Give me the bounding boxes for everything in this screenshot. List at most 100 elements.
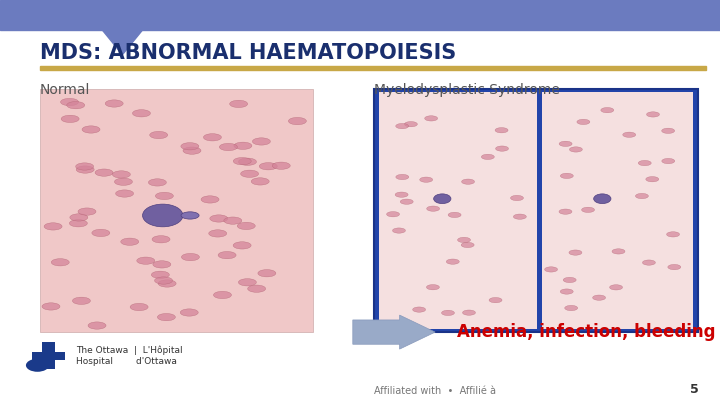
Ellipse shape xyxy=(289,117,307,125)
Text: MDS: ABNORMAL HAEMATOPOIESIS: MDS: ABNORMAL HAEMATOPOIESIS xyxy=(40,43,456,63)
Ellipse shape xyxy=(82,126,100,133)
Ellipse shape xyxy=(636,194,649,199)
Ellipse shape xyxy=(446,259,459,264)
Ellipse shape xyxy=(495,146,508,151)
Ellipse shape xyxy=(405,122,418,127)
Ellipse shape xyxy=(395,192,408,197)
Ellipse shape xyxy=(396,124,409,129)
Ellipse shape xyxy=(427,206,440,211)
Ellipse shape xyxy=(457,237,470,243)
Ellipse shape xyxy=(582,207,595,213)
Bar xyxy=(0,0,720,30)
Ellipse shape xyxy=(95,169,113,176)
Ellipse shape xyxy=(233,242,251,249)
Ellipse shape xyxy=(130,303,148,311)
Ellipse shape xyxy=(237,222,255,230)
Ellipse shape xyxy=(462,242,474,247)
Circle shape xyxy=(594,194,611,204)
Ellipse shape xyxy=(668,264,681,270)
Ellipse shape xyxy=(569,250,582,255)
Ellipse shape xyxy=(51,259,69,266)
Ellipse shape xyxy=(73,297,91,305)
Ellipse shape xyxy=(137,257,155,264)
Ellipse shape xyxy=(612,249,625,254)
Ellipse shape xyxy=(150,131,168,139)
Ellipse shape xyxy=(248,285,266,292)
Polygon shape xyxy=(103,30,143,55)
Circle shape xyxy=(143,204,183,227)
Ellipse shape xyxy=(560,289,573,294)
Ellipse shape xyxy=(259,163,277,170)
Ellipse shape xyxy=(544,267,557,272)
Ellipse shape xyxy=(105,100,123,107)
Ellipse shape xyxy=(495,128,508,133)
Ellipse shape xyxy=(272,162,290,169)
Ellipse shape xyxy=(88,322,106,329)
Ellipse shape xyxy=(662,158,675,164)
Bar xyxy=(379,92,536,329)
Ellipse shape xyxy=(181,143,199,150)
Ellipse shape xyxy=(60,98,78,106)
Ellipse shape xyxy=(44,223,62,230)
Ellipse shape xyxy=(218,252,236,259)
Ellipse shape xyxy=(233,158,251,165)
Ellipse shape xyxy=(647,112,660,117)
Ellipse shape xyxy=(152,236,170,243)
Ellipse shape xyxy=(387,211,400,217)
Ellipse shape xyxy=(183,147,201,154)
Ellipse shape xyxy=(181,212,199,219)
Ellipse shape xyxy=(114,178,132,185)
Ellipse shape xyxy=(646,177,659,182)
Ellipse shape xyxy=(76,166,94,173)
Text: Normal: Normal xyxy=(40,83,90,97)
Ellipse shape xyxy=(148,179,166,186)
Ellipse shape xyxy=(61,115,79,123)
Ellipse shape xyxy=(662,128,675,133)
Bar xyxy=(32,352,65,360)
Ellipse shape xyxy=(577,119,590,125)
Ellipse shape xyxy=(396,175,409,180)
Ellipse shape xyxy=(224,217,242,224)
Bar xyxy=(40,66,706,70)
Ellipse shape xyxy=(181,254,199,261)
Ellipse shape xyxy=(180,309,198,316)
Ellipse shape xyxy=(448,212,461,217)
Ellipse shape xyxy=(234,142,252,149)
Ellipse shape xyxy=(559,141,572,147)
Bar xyxy=(40,89,313,332)
Ellipse shape xyxy=(462,179,474,184)
Ellipse shape xyxy=(204,134,222,141)
Ellipse shape xyxy=(593,295,606,300)
Ellipse shape xyxy=(413,307,426,312)
Ellipse shape xyxy=(441,310,454,315)
Ellipse shape xyxy=(238,158,256,165)
Ellipse shape xyxy=(489,298,502,303)
Ellipse shape xyxy=(121,238,139,245)
Circle shape xyxy=(26,359,49,372)
Ellipse shape xyxy=(400,199,413,204)
Circle shape xyxy=(433,194,451,204)
Ellipse shape xyxy=(156,192,174,200)
Ellipse shape xyxy=(42,303,60,310)
Ellipse shape xyxy=(426,285,439,290)
Ellipse shape xyxy=(560,173,573,179)
Bar xyxy=(541,92,693,329)
Ellipse shape xyxy=(623,132,636,137)
Text: 5: 5 xyxy=(690,383,698,396)
Ellipse shape xyxy=(209,230,227,237)
Ellipse shape xyxy=(667,232,680,237)
Ellipse shape xyxy=(510,195,523,200)
Text: The Ottawa  |  L'Hôpital
Hospital        d'Ottawa: The Ottawa | L'Hôpital Hospital d'Ottawa xyxy=(76,345,182,366)
Ellipse shape xyxy=(220,143,238,151)
Ellipse shape xyxy=(213,291,231,298)
Ellipse shape xyxy=(600,107,613,113)
Ellipse shape xyxy=(67,102,85,109)
Ellipse shape xyxy=(238,279,256,286)
Ellipse shape xyxy=(151,271,169,278)
Bar xyxy=(374,89,698,332)
Ellipse shape xyxy=(112,171,130,178)
Bar xyxy=(42,342,55,369)
Ellipse shape xyxy=(251,178,269,185)
Ellipse shape xyxy=(201,196,219,203)
Text: Affiliated with  •  Affilié à: Affiliated with • Affilié à xyxy=(374,386,496,396)
